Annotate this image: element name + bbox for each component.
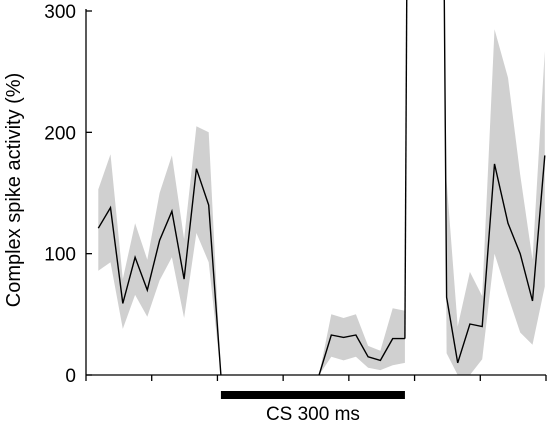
- y-tick-label-200: 200: [44, 123, 76, 144]
- y-axis-title: Complex spike activity (%): [3, 73, 25, 308]
- y-tick-label-0: 0: [65, 366, 76, 387]
- cs-stimulus-label: CS 300 ms: [266, 404, 360, 425]
- axes: [85, 9, 547, 381]
- stimulus-indicator: CS 300 ms: [220, 391, 405, 425]
- mean-line-1: [97, 168, 222, 376]
- sem-band-1: [98, 126, 221, 375]
- mean-line-3: [404, 0, 408, 339]
- y-tick-labels: 0 100 200 300: [44, 2, 76, 387]
- sem-band-2: [319, 308, 405, 375]
- y-tick-label-300: 300: [44, 2, 76, 23]
- sem-bands: [98, 0, 545, 375]
- mean-line-4: [443, 0, 546, 364]
- mean-line-2: [318, 334, 405, 376]
- y-tick-label-100: 100: [44, 245, 76, 266]
- cs-stimulus-bar: [220, 391, 405, 399]
- sem-band-4: [444, 0, 545, 375]
- mean-lines: [97, 0, 546, 376]
